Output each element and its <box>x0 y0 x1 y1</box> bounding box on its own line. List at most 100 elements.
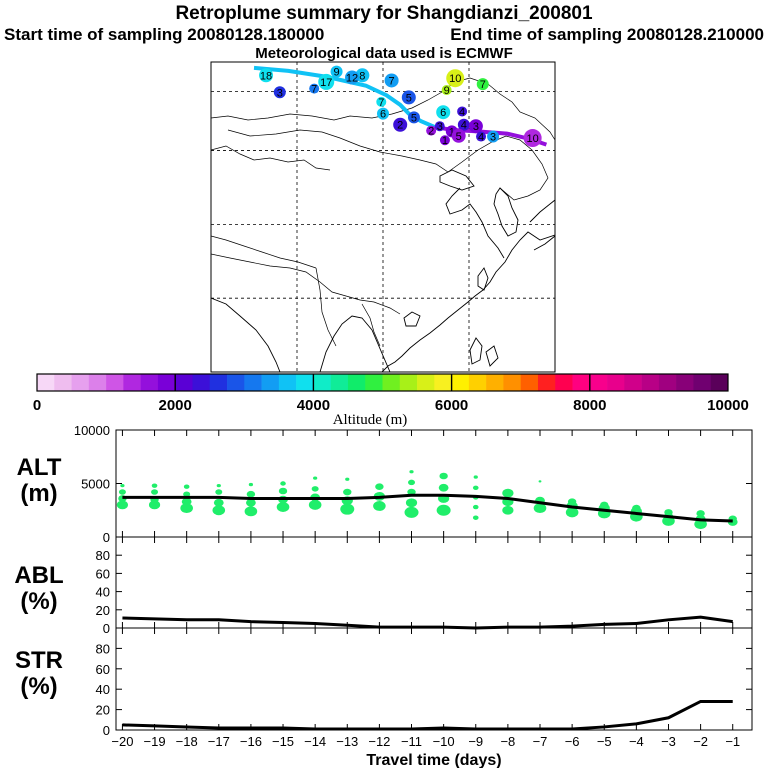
colorbar-swatch <box>106 374 124 391</box>
alt-plume-point <box>311 486 319 492</box>
colorbar-swatch <box>503 374 521 391</box>
map-marker-label: 10 <box>527 133 539 145</box>
colorbar-axis-label: Altitude (m) <box>333 412 408 428</box>
colorbar-swatch <box>658 374 677 391</box>
alt-plume-point <box>405 498 418 508</box>
colorbar-swatch <box>227 374 245 391</box>
alt-plume-point <box>216 483 221 488</box>
colorbar-swatch <box>244 374 262 391</box>
abl-ytick-label: 20 <box>96 603 110 618</box>
str-ytick-label: 40 <box>96 682 110 697</box>
map-marker <box>318 73 335 90</box>
alt-plume-point <box>632 504 641 512</box>
x-axis: −20 −19 −18 −17 −16 −15 −14 −13 −12 −11 −10 −9 −8 −7 −… <box>111 734 740 768</box>
x-tick-label: −3 <box>661 734 676 749</box>
x-tick-label: −15 <box>272 734 294 749</box>
x-tick-label: −5 <box>597 734 612 749</box>
map-marker-label: 2 <box>397 120 403 132</box>
abl-ytick-label: 80 <box>96 548 110 563</box>
alt-plume-point <box>696 510 705 517</box>
alt-plume-point <box>436 504 451 516</box>
coastlines <box>211 169 555 372</box>
alt-plume-point <box>148 500 161 510</box>
border-laos-vietnam <box>361 303 381 347</box>
map-marker-label: 5 <box>411 112 417 124</box>
colorbar-swatch <box>54 374 72 391</box>
alt-plume-point <box>343 488 352 496</box>
map-marker-label: 3 <box>473 121 479 133</box>
alt-panel-label: ALT (m) <box>8 455 70 507</box>
colorbar-swatch <box>123 374 141 391</box>
coastline-korea <box>493 187 519 237</box>
map-marker <box>441 85 452 96</box>
map-marker <box>273 86 286 99</box>
colorbar-swatch <box>37 374 55 391</box>
alt-plume-point <box>502 488 514 498</box>
map-marker-label: 4 <box>459 106 465 118</box>
alt-plume-point <box>278 487 288 495</box>
alt-plume-point <box>473 475 478 479</box>
colorbar-swatch <box>399 374 418 391</box>
x-tick-label: −2 <box>693 734 708 749</box>
alt-plume-point <box>183 484 190 489</box>
colorbar-swatch <box>624 374 642 391</box>
x-tick-label: −12 <box>368 734 390 749</box>
map-marker <box>384 73 399 88</box>
str-ytick-label: 80 <box>96 641 110 656</box>
colorbar-swatch <box>157 374 176 391</box>
abl-ytick-label: 40 <box>96 585 110 600</box>
x-tick-label: −16 <box>240 734 262 749</box>
border-myanmar <box>315 267 337 347</box>
colorbar-tick-label: 4000 <box>297 397 330 414</box>
map-marker-label: 9 <box>333 67 339 79</box>
map-marker <box>457 106 468 117</box>
map-marker-label: 6 <box>440 107 446 119</box>
coastline-hainan <box>403 311 421 327</box>
map-marker-label: 12 <box>346 73 358 85</box>
map-marker <box>330 65 343 78</box>
map-marker <box>446 69 465 88</box>
abl-ytick-label: 60 <box>96 566 110 581</box>
str-series-line <box>122 699 733 731</box>
coastline-philippines <box>469 337 499 367</box>
colorbar-swatch <box>417 374 435 391</box>
alt-plume-point <box>215 489 223 495</box>
alt-plume-point <box>151 489 159 495</box>
x-tick-label: −1 <box>725 734 740 749</box>
altitude-colorbar: 0 2000 4000 6000 8000 10000 Altitude (m) <box>33 373 749 428</box>
colorbar-swatch <box>330 374 349 391</box>
colorbar-tick-label: 2000 <box>159 397 192 414</box>
alt-plume-point <box>151 483 158 488</box>
alt-series-line <box>122 493 733 523</box>
map-marker-label: 3 <box>437 121 443 133</box>
border-kazakhstan <box>211 145 331 171</box>
coastline-japan <box>529 199 555 251</box>
alt-ytick-label: 5000 <box>81 477 110 492</box>
map-marker-label: 4 <box>478 132 484 144</box>
map-marker <box>476 131 487 142</box>
map-gridlines <box>211 62 555 372</box>
colorbar-tick-label: 0 <box>33 397 41 414</box>
colorbar-swatch <box>71 374 90 391</box>
colorbar-swatch <box>192 374 211 391</box>
map-marker-label: 5 <box>406 92 412 104</box>
x-tick-label: −18 <box>176 734 198 749</box>
colorbar-swatch <box>676 374 694 391</box>
end-time-label: End time of sampling 20080128.210000 <box>450 25 764 44</box>
alt-plume-point <box>408 479 416 486</box>
alt-plume-point <box>248 482 254 487</box>
colorbar-swatch <box>382 374 401 391</box>
map-marker <box>434 121 445 132</box>
alt-plume-point <box>120 483 125 488</box>
map-marker-label: 4 <box>461 120 467 132</box>
map-marker <box>523 129 542 148</box>
map-marker-label: 10 <box>449 73 461 85</box>
colorbar-swatch <box>486 374 504 391</box>
abl-frame <box>115 536 753 629</box>
alt-plume-point <box>213 498 224 507</box>
colorbar-swatch <box>572 374 591 391</box>
str-ytick-label: 60 <box>96 662 110 677</box>
alt-plume-point <box>280 481 286 486</box>
